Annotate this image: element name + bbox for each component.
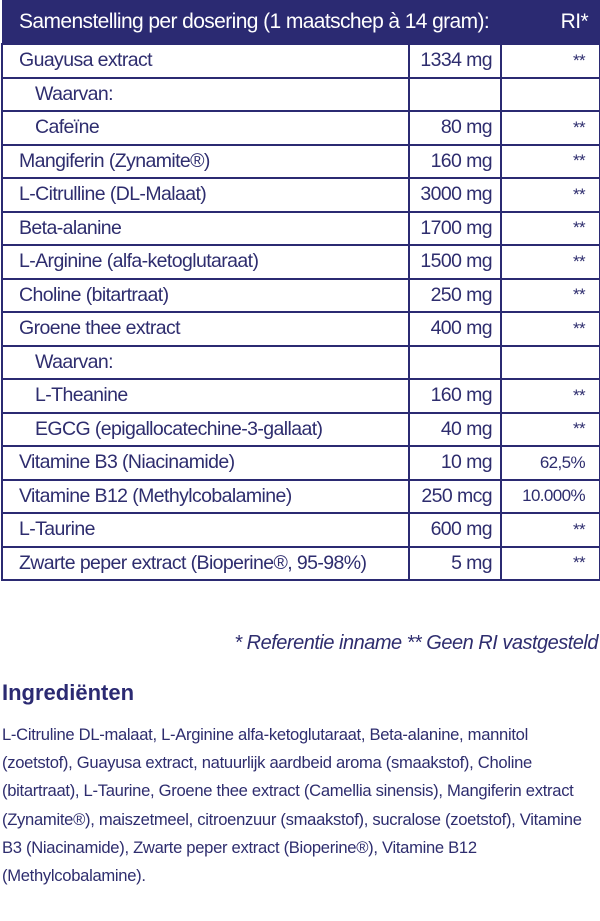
ri-value: 10.000%	[500, 478, 600, 514]
table-row: L-Citrulline (DL-Malaat) 3000 mg **	[1, 177, 600, 213]
footnote: * Referentie inname ** Geen RI vastgeste…	[234, 632, 598, 654]
table-row: Choline (bitartraat) 250 mg **	[1, 277, 600, 313]
ri-value	[500, 344, 600, 380]
table-header: Samenstelling per dosering (1 maatschep …	[2, 0, 600, 44]
ri-value: **	[500, 311, 600, 347]
ri-value: **	[500, 277, 600, 313]
ri-value: **	[500, 210, 600, 246]
table-row: Groene thee extract 400 mg **	[1, 311, 600, 347]
ingredient-name: Vitamine B12 (Methylcobalamine)	[1, 478, 410, 514]
ri-value: **	[500, 378, 600, 414]
ri-value: **	[500, 110, 600, 146]
ri-value: **	[500, 143, 600, 179]
ingredient-name: Mangiferin (Zynamite®)	[1, 143, 410, 179]
ingredient-name: L-Theanine	[1, 378, 410, 414]
amount: 40 mg	[407, 411, 503, 447]
ri-value: **	[500, 545, 600, 581]
ri-value	[500, 76, 600, 112]
ingredient-name: Zwarte peper extract (Bioperine®, 95-98%…	[1, 545, 410, 581]
ingredients-text: L-Citruline DL-malaat, L-Arginine alfa-k…	[2, 725, 582, 886]
table-row: Cafeïne 80 mg **	[1, 110, 600, 146]
ingredient-name: Guayusa extract	[1, 43, 410, 79]
ingredient-name: Waarvan:	[1, 344, 410, 380]
ingredient-name: EGCG (epigallocatechine-3-gallaat)	[1, 411, 410, 447]
amount: 600 mg	[407, 512, 503, 548]
amount: 250 mg	[407, 277, 503, 313]
ingredient-name: L-Arginine (alfa-ketoglutaraat)	[1, 244, 410, 280]
amount: 1700 mg	[407, 210, 503, 246]
ri-value: **	[500, 244, 600, 280]
table-row: Guayusa extract 1334 mg **	[1, 43, 600, 79]
ingredient-name: Beta-alanine	[1, 210, 410, 246]
ri-value: **	[500, 411, 600, 447]
amount: 10 mg	[407, 445, 503, 481]
table-row: Waarvan:	[1, 344, 600, 380]
table-row: Mangiferin (Zynamite®) 160 mg **	[1, 143, 600, 179]
ri-value: **	[500, 43, 600, 79]
amount: 250 mcg	[407, 478, 503, 514]
amount	[407, 344, 503, 380]
table-row: EGCG (epigallocatechine-3-gallaat) 40 mg *…	[1, 411, 600, 447]
amount: 3000 mg	[407, 177, 503, 213]
header-ri: RI*	[501, 0, 600, 44]
amount: 1500 mg	[407, 244, 503, 280]
ri-value: **	[500, 177, 600, 213]
ingredient-name: Waarvan:	[1, 76, 410, 112]
nutrition-table: Samenstelling per dosering (1 maatschep …	[1, 0, 600, 581]
ingredient-name: Choline (bitartraat)	[1, 277, 410, 313]
amount: 1334 mg	[407, 43, 503, 79]
amount: 160 mg	[407, 143, 503, 179]
amount: 5 mg	[407, 545, 503, 581]
ingredient-name: L-Taurine	[1, 512, 410, 548]
table-row: Beta-alanine 1700 mg **	[1, 210, 600, 246]
ingredient-name: Groene thee extract	[1, 311, 410, 347]
table-row: L-Arginine (alfa-ketoglutaraat) 1500 mg **	[1, 244, 600, 280]
ri-value: 62,5%	[500, 445, 600, 481]
table-row: Waarvan:	[1, 76, 600, 112]
table-row: L-Taurine 600 mg **	[1, 512, 600, 548]
table-row: L-Theanine 160 mg **	[1, 378, 600, 414]
ingredient-name: Vitamine B3 (Niacinamide)	[1, 445, 410, 481]
amount: 160 mg	[407, 378, 503, 414]
ri-value: **	[500, 512, 600, 548]
ingredients-title: Ingrediënten	[2, 680, 135, 705]
table-row: Vitamine B12 (Methylcobalamine) 250 mcg 10…	[1, 478, 600, 514]
header-label: Samenstelling per dosering (1 maatschep …	[2, 0, 502, 44]
amount: 400 mg	[407, 311, 503, 347]
table-row: Zwarte peper extract (Bioperine®, 95-98%…	[1, 545, 600, 581]
amount: 80 mg	[407, 110, 503, 146]
ingredient-name: Cafeïne	[1, 110, 410, 146]
amount	[407, 76, 503, 112]
ingredient-name: L-Citrulline (DL-Malaat)	[1, 177, 410, 213]
table-row: Vitamine B3 (Niacinamide) 10 mg 62,5%	[1, 445, 600, 481]
